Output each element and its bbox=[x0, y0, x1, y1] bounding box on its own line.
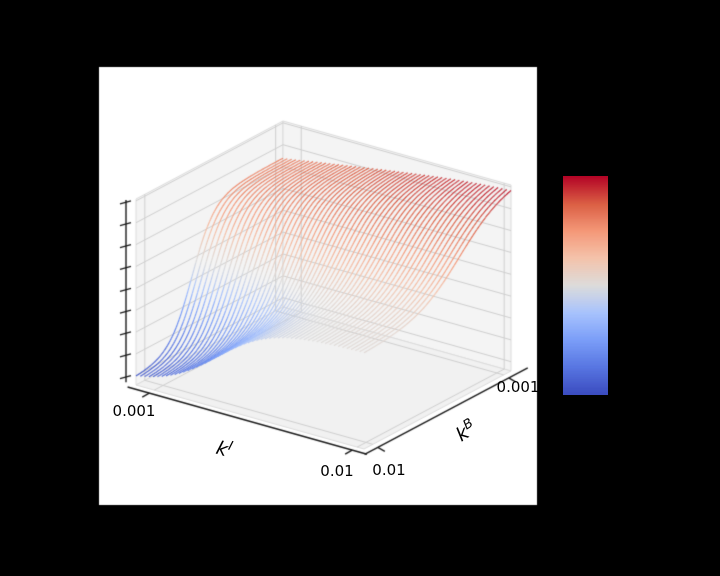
y-axis-tick-label-0001: 0.001 bbox=[496, 378, 540, 396]
x-axis-tick-label-001: 0.01 bbox=[320, 462, 354, 480]
x-axis-tick-label-0001: 0.001 bbox=[112, 402, 156, 420]
y-axis-tick-label-001: 0.01 bbox=[372, 461, 406, 479]
colorbar bbox=[563, 176, 608, 395]
